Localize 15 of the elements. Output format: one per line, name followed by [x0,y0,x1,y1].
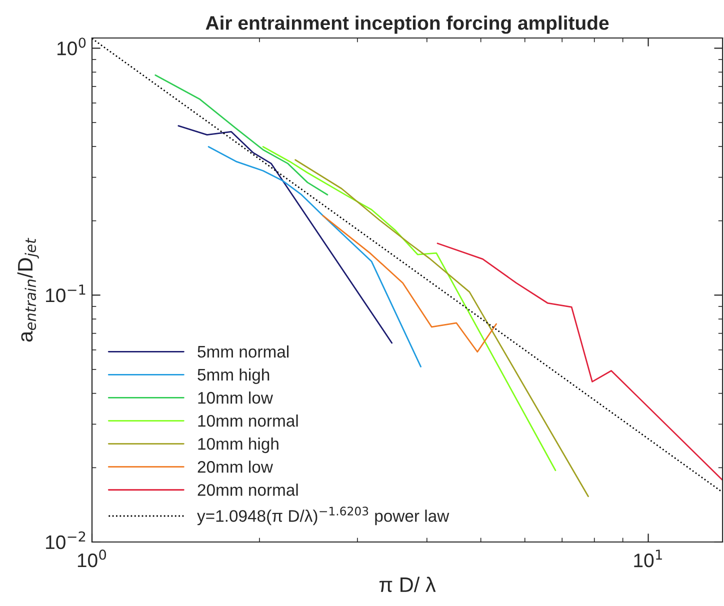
legend-label: 10mm high [198,438,278,454]
legend-label: 5mm normal [198,345,288,358]
legend-label: 20mm normal [198,484,298,496]
x-tick-label: 10$^{1}$ [634,550,662,568]
y-tick-label: 10$^{0}$ [58,38,86,56]
chart-title: Air entrainment inception forcing amplitude [206,16,609,34]
legend-label: 10mm low [198,391,273,404]
x-axis-title: π D/ λ [379,576,436,592]
legend-label: 20mm low [198,460,273,473]
legend-label: y=1.0948(π D/λ)$^{−1.6203}$ power law [197,506,450,526]
legend-label: 5mm high [198,368,270,384]
legend-label: 10mm normal [198,414,298,427]
y-tick-label: 10$^{−2}$ [46,531,86,550]
y-tick-label: 10$^{−1}$ [46,284,86,302]
y-axis-title: a$_{entrain}$/D$_{jet}$ [17,238,39,342]
